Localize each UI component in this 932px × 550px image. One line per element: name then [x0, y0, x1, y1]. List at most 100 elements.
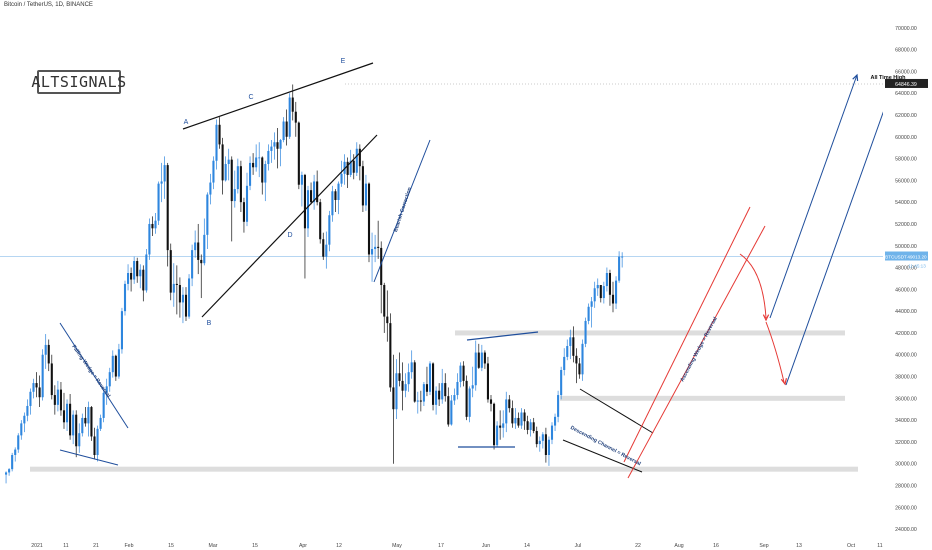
- candle-body: [212, 160, 215, 183]
- falling-wedge-lower: [59, 449, 119, 466]
- candle-body: [78, 433, 81, 447]
- candle-body: [453, 395, 456, 401]
- time-tick-label: 16: [713, 543, 719, 549]
- wave-point-label: E: [341, 58, 346, 65]
- altsignals-logo: ALTSIGNALS: [31, 70, 126, 94]
- candle-body: [584, 320, 587, 344]
- candle-body: [96, 428, 99, 455]
- candle-body: [611, 294, 615, 304]
- candle-body: [218, 124, 221, 145]
- candle-body: [81, 417, 84, 434]
- candle-body: [84, 417, 87, 424]
- price-tick-label: 60000.00: [895, 135, 917, 141]
- candle-body: [419, 400, 422, 402]
- candle-body: [127, 273, 130, 284]
- bearish-correction-line: [373, 139, 431, 283]
- price-axis-bg: [883, 0, 932, 550]
- candle-body: [590, 301, 593, 307]
- candle-body: [300, 174, 303, 185]
- price-tick-label: 36000.00: [895, 396, 917, 402]
- candle-body: [264, 164, 267, 183]
- candle-body: [432, 363, 435, 405]
- candle-body: [148, 223, 151, 255]
- price-tick-label: 64000.00: [895, 91, 917, 97]
- candle-body: [535, 431, 538, 445]
- candle-body: [547, 439, 550, 455]
- candle-body: [90, 407, 93, 437]
- descending-channel-lower: [562, 439, 643, 473]
- price-tick-label: 38000.00: [895, 375, 917, 381]
- candle-body: [599, 284, 602, 299]
- candle-body: [32, 383, 35, 392]
- candle-body: [221, 144, 224, 181]
- wave-point-label: B: [207, 320, 212, 327]
- candle-body: [511, 408, 514, 424]
- candle-body: [285, 121, 288, 137]
- time-tick-label: Jun: [482, 543, 490, 549]
- candle-body: [261, 157, 264, 183]
- candle-body: [450, 400, 453, 425]
- candle-body: [5, 472, 8, 475]
- candle-body: [465, 380, 468, 417]
- price-axis[interactable]: 24000.00 26000.00 28000.00 30000.00 32000.00…: [870, 0, 932, 550]
- candle-body: [474, 352, 477, 386]
- candle-body: [560, 369, 563, 396]
- time-tick-label: 21: [93, 543, 99, 549]
- candle-body: [279, 140, 282, 149]
- candle-body: [364, 183, 367, 206]
- arrowhead-up-1: [852, 73, 859, 82]
- candle-body: [163, 165, 166, 182]
- candle-body: [181, 294, 184, 303]
- wave-point-label: C: [248, 94, 253, 101]
- candle-body: [569, 337, 572, 347]
- candles: [5, 84, 624, 484]
- price-tick-label: 32000.00: [895, 440, 917, 446]
- candle-body: [456, 381, 459, 396]
- candle-body: [191, 250, 194, 279]
- candle-body: [303, 174, 306, 229]
- candle-body: [468, 388, 471, 417]
- candle-body: [435, 390, 438, 405]
- time-tick-label: Aug: [674, 543, 683, 549]
- candle-body: [258, 157, 261, 159]
- candle-body: [328, 215, 331, 245]
- falling-wedge-upper: [59, 322, 129, 429]
- candle-body: [105, 386, 108, 393]
- candle-body: [316, 181, 319, 203]
- candle-body: [508, 399, 511, 409]
- candle-body: [608, 273, 611, 295]
- candle-body: [99, 417, 102, 429]
- projection-drop-2: [765, 321, 785, 383]
- candle-body: [142, 269, 145, 291]
- candle-body: [392, 387, 395, 410]
- price-tick-label: 28000.00: [895, 484, 917, 490]
- candle-body: [383, 284, 386, 317]
- candle-body: [438, 390, 441, 400]
- time-tick-label: 15: [168, 543, 174, 549]
- time-axis[interactable]: 2021 11 21 Feb 15 Mar 15 Apr 12 May 17 Jun 14 Jul 22 Au…: [0, 540, 932, 550]
- candle-body: [178, 284, 181, 303]
- candle-body: [407, 372, 410, 385]
- candle-body: [276, 142, 279, 149]
- candle-body: [236, 166, 239, 190]
- candle-body: [529, 422, 532, 430]
- candle-body: [123, 283, 127, 312]
- candle-body: [618, 256, 621, 281]
- candle-body: [578, 363, 581, 375]
- candle-body: [566, 346, 569, 357]
- candle-body: [416, 400, 419, 402]
- candle-body: [157, 183, 160, 221]
- candle-body: [145, 254, 148, 291]
- candle-body: [267, 150, 270, 165]
- candle-body: [206, 194, 209, 235]
- candle-body: [517, 417, 520, 426]
- candle-body: [413, 362, 416, 402]
- candle-body: [486, 363, 489, 400]
- ath-label: All Time High: [870, 75, 906, 81]
- candle-body: [346, 161, 349, 175]
- candle-body: [93, 436, 96, 455]
- candle-body: [428, 363, 432, 392]
- candle-body: [496, 425, 499, 446]
